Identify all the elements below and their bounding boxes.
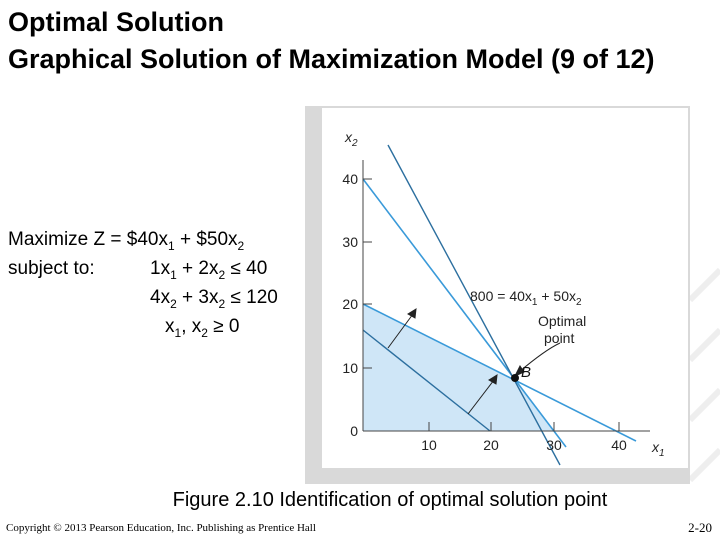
objective-lines	[362, 144, 561, 466]
text-segment: 2	[218, 267, 226, 282]
text-segment: + 3x	[176, 287, 219, 308]
text-segment: x	[651, 439, 660, 455]
x-tick-label: 40	[611, 437, 627, 453]
text-segment: 2	[201, 325, 208, 340]
caption: Figure 2.10 Identification of optimal so…	[172, 489, 608, 511]
text-segment: 2	[576, 297, 582, 308]
constraint: x1, x2 ≥ 0	[165, 316, 240, 340]
text-segment: 2	[351, 138, 358, 149]
y-axis-label: x2	[344, 129, 358, 149]
text-segment: 4x	[150, 287, 171, 308]
x-axis-label: x1	[651, 439, 665, 459]
text-segment: , x	[181, 316, 202, 337]
text-segment: ≥ 0	[207, 316, 240, 337]
text-segment: x	[165, 316, 175, 337]
text-segment: + 2x	[176, 258, 219, 279]
y-tick-label: 0	[350, 423, 358, 439]
optimal-label: point	[544, 330, 574, 346]
text-segment: 1	[174, 325, 182, 340]
title: Optimal Solution Graphical Solution of Ma…	[8, 4, 708, 78]
subject-label: subject to:	[8, 258, 95, 279]
x-tick-label: 20	[483, 437, 499, 453]
x-tick-label: 10	[421, 437, 437, 453]
text-segment: 2	[170, 296, 177, 311]
constraint: 1x1 + 2x2 ≤ 40	[150, 258, 267, 282]
optimal-label: Optimal	[538, 313, 586, 329]
arrows	[387, 308, 561, 415]
subtitle: Graphical Solution of Maximization Model…	[8, 44, 655, 74]
y-tick-label: 10	[342, 360, 358, 376]
text-segment: ≤ 120	[225, 287, 278, 308]
text-segment: Maximize Z = $40x	[8, 229, 168, 250]
decoration	[687, 267, 720, 483]
y-tick-label: 20	[342, 296, 358, 312]
y-tick-label: 30	[342, 234, 358, 250]
constraint: 4x2 + 3x2 ≤ 120	[150, 287, 278, 311]
page-number: 2-20	[688, 520, 712, 535]
text-segment: 800 = 40x	[470, 288, 532, 304]
feasible-region	[363, 304, 554, 431]
text-segment: + 50x	[537, 288, 576, 304]
title-line: Optimal Solution	[8, 7, 224, 37]
y-tick-label: 40	[342, 171, 358, 187]
text-segment: 2	[237, 238, 245, 253]
optimal-point	[511, 374, 519, 382]
objective: Maximize Z = $40x1 + $50x2	[8, 229, 244, 253]
x-tick-label: 30	[546, 437, 562, 453]
text-segment: x	[344, 129, 353, 145]
text-segment: + $50x	[174, 229, 238, 250]
text-segment: 1	[167, 238, 175, 253]
axes	[362, 160, 650, 432]
point-label: B	[521, 364, 531, 381]
text-segment: 1	[170, 267, 177, 282]
objective-label: 800 = 40x1 + 50x2	[470, 288, 582, 308]
constraint-lines	[362, 178, 637, 448]
text-segment: 1x	[150, 258, 171, 279]
text-segment: 1	[659, 448, 665, 459]
text-segment: 1	[532, 297, 538, 308]
text-segment: 2	[218, 296, 226, 311]
text-segment: ≤ 40	[225, 258, 268, 279]
copyright: Copyright © 2013 Pearson Education, Inc.…	[6, 522, 316, 534]
